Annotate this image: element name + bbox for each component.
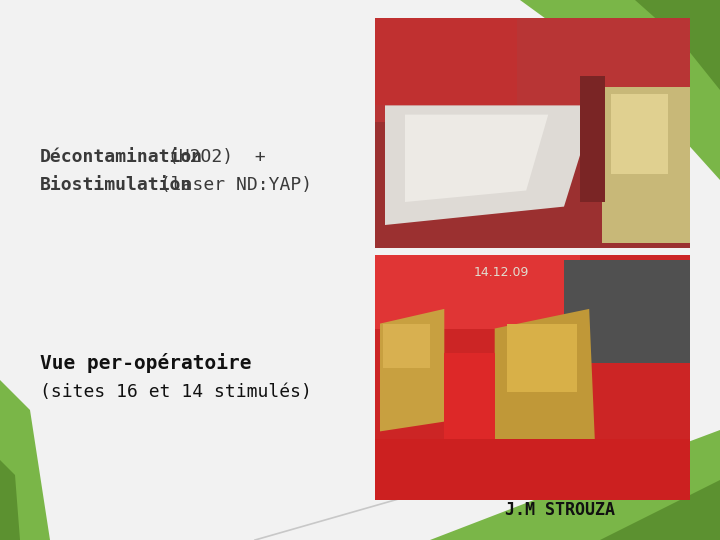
Polygon shape (385, 105, 595, 225)
FancyBboxPatch shape (375, 18, 690, 248)
Polygon shape (600, 480, 720, 540)
Text: (H2O2)  +: (H2O2) + (157, 148, 266, 166)
Polygon shape (635, 0, 720, 90)
FancyBboxPatch shape (611, 94, 668, 174)
Polygon shape (380, 309, 444, 431)
Text: 14.12.09: 14.12.09 (473, 267, 528, 280)
FancyBboxPatch shape (375, 18, 517, 105)
FancyBboxPatch shape (602, 87, 690, 244)
Polygon shape (495, 309, 595, 470)
Text: Biostimulation: Biostimulation (40, 176, 192, 194)
Text: (laser ND:YAP): (laser ND:YAP) (149, 176, 312, 194)
FancyBboxPatch shape (375, 438, 690, 500)
FancyBboxPatch shape (444, 353, 495, 463)
FancyBboxPatch shape (375, 18, 690, 122)
FancyBboxPatch shape (580, 76, 605, 202)
Text: Décontamination: Décontamination (40, 148, 203, 166)
FancyBboxPatch shape (375, 255, 580, 328)
Text: (sites 16 et 14 stimulés): (sites 16 et 14 stimulés) (40, 383, 312, 401)
FancyBboxPatch shape (508, 323, 577, 392)
FancyBboxPatch shape (564, 260, 690, 363)
Polygon shape (430, 430, 720, 540)
Text: Vue per-opératoire: Vue per-opératoire (40, 353, 251, 373)
Polygon shape (0, 460, 20, 540)
Text: J.M STROUZA: J.M STROUZA (505, 501, 615, 519)
Polygon shape (520, 0, 720, 180)
FancyBboxPatch shape (375, 255, 690, 500)
FancyBboxPatch shape (383, 323, 431, 368)
Polygon shape (405, 114, 548, 202)
Polygon shape (0, 380, 50, 540)
